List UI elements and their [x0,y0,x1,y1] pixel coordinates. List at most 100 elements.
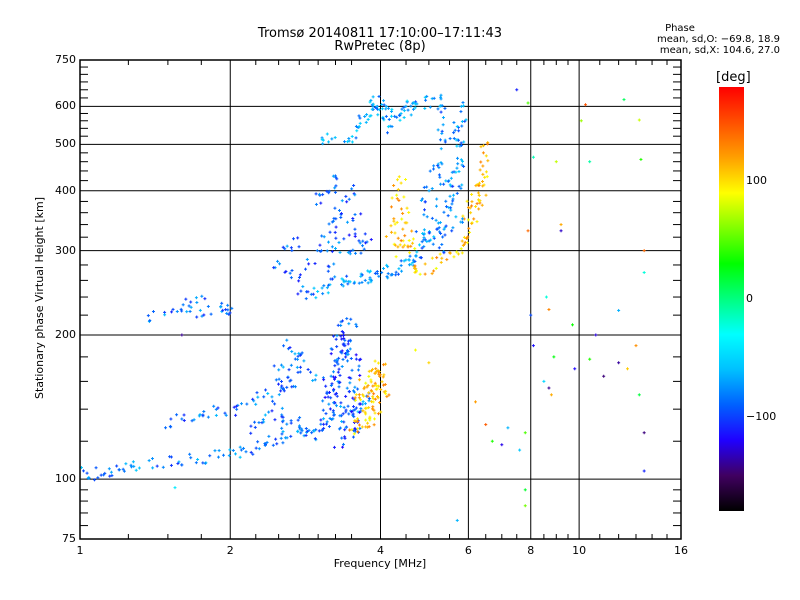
data-point [221,453,225,457]
data-point [348,381,352,385]
data-point [286,347,290,351]
data-point [326,240,330,244]
data-point [94,466,98,470]
data-point [422,232,426,236]
data-point [481,172,485,176]
data-point [337,385,341,389]
data-point [364,418,368,422]
data-point [342,334,346,338]
data-point [424,98,428,102]
data-point [224,413,228,417]
data-point [256,440,260,444]
data-point [409,244,413,248]
data-point [320,286,324,290]
data-point [642,271,646,275]
data-point [361,400,365,404]
data-point [382,99,386,103]
data-point [251,397,255,401]
data-point [301,285,305,289]
data-point [376,113,380,117]
data-point [87,476,91,480]
data-point [404,178,408,182]
data-point [341,357,345,361]
data-point [399,239,403,243]
data-point [298,416,302,420]
data-point [440,242,444,246]
data-point [360,273,364,277]
data-point [366,421,370,425]
data-point [221,308,225,312]
data-point [344,194,348,198]
data-point [302,359,306,363]
data-point [239,448,243,452]
data-point [456,162,460,166]
x-tick-label: 1 [76,544,84,557]
data-point [344,394,348,398]
data-point [277,368,281,372]
data-point [365,113,369,117]
data-point [472,217,476,221]
data-point [437,173,441,177]
data-point [324,384,328,388]
data-point [450,170,454,174]
data-point [329,396,333,400]
data-point [333,174,337,178]
data-point [121,467,125,471]
data-point [369,280,373,284]
data-point [380,271,384,275]
data-point [358,121,362,125]
data-point [312,286,316,290]
y-tick-label: 75 [62,532,76,545]
data-point [467,226,471,230]
data-point [319,249,323,253]
data-point [363,406,367,410]
data-point [617,361,621,365]
data-point [434,266,438,270]
data-point [288,379,292,383]
data-point [175,310,179,314]
data-point [344,355,348,359]
data-point [466,218,470,222]
x-tick-label: 6 [464,544,472,557]
data-point [432,96,436,100]
data-point [345,317,349,321]
data-point [352,281,356,285]
data-point [414,253,418,257]
data-point [194,461,198,465]
data-point [390,107,394,111]
data-point [394,270,398,274]
data-point [332,262,336,266]
data-point [333,190,337,194]
data-point [403,234,407,238]
data-point [313,378,317,382]
data-point [289,276,293,280]
data-point [337,208,341,212]
data-point [324,412,328,416]
data-point [233,452,237,456]
data-point [161,465,165,469]
data-point [481,184,485,188]
data-point [340,436,344,440]
data-point [573,367,577,371]
data-point [345,274,349,278]
data-point [290,385,294,389]
data-point [384,114,388,118]
data-point [375,387,379,391]
data-point [423,106,427,110]
data-point [462,242,466,246]
data-point [479,145,483,149]
data-point [279,436,283,440]
data-point [350,187,354,191]
data-point [333,377,337,381]
data-point [386,265,390,269]
data-point [147,459,151,463]
data-point [341,445,345,449]
data-point [356,430,360,434]
data-point [481,151,485,155]
data-point [392,219,396,223]
data-point [367,374,371,378]
data-point [339,323,343,327]
data-point [481,179,485,183]
data-point [403,243,407,247]
data-point [322,422,326,426]
